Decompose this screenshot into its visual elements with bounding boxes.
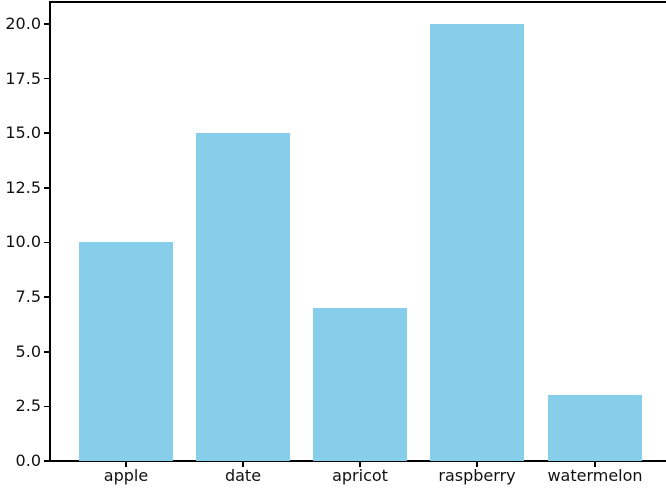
y-tick-label: 12.5 bbox=[5, 177, 41, 197]
y-tick-mark bbox=[44, 460, 49, 462]
x-tick-label: watermelon bbox=[547, 466, 643, 485]
y-tick-label: 17.5 bbox=[5, 68, 41, 88]
y-tick-label: 20.0 bbox=[5, 13, 41, 33]
y-tick-label: 10.0 bbox=[5, 232, 41, 252]
x-tick-label: apricot bbox=[332, 466, 388, 485]
x-tick-label: date bbox=[224, 466, 262, 485]
top-spine bbox=[49, 1, 666, 3]
y-tick-label: 5.0 bbox=[15, 341, 41, 361]
y-tick-label: 0.0 bbox=[15, 451, 41, 470]
y-tick-mark bbox=[44, 241, 49, 244]
x-tick-mark bbox=[594, 461, 596, 467]
bar-apple bbox=[79, 242, 173, 461]
y-tick-mark bbox=[44, 296, 49, 298]
x-tick-mark bbox=[125, 461, 127, 467]
x-tick-label: apple bbox=[103, 466, 149, 485]
y-tick-mark bbox=[44, 23, 49, 25]
bar-apricot bbox=[313, 308, 407, 461]
x-tick-mark bbox=[359, 461, 361, 467]
bar-raspberry bbox=[430, 23, 524, 461]
y-tick-mark bbox=[44, 350, 49, 353]
y-tick-mark bbox=[44, 132, 49, 134]
y-tick-mark bbox=[44, 405, 49, 408]
y-tick-label: 7.5 bbox=[15, 287, 41, 307]
y-tick-mark bbox=[44, 77, 49, 80]
bar-date bbox=[196, 133, 290, 461]
x-tick-label: raspberry bbox=[438, 466, 516, 485]
y-axis-spine bbox=[49, 1, 51, 462]
y-tick-mark bbox=[44, 186, 49, 189]
y-tick-label: 15.0 bbox=[5, 123, 41, 143]
x-tick-mark bbox=[242, 461, 244, 467]
bar-watermelon bbox=[548, 395, 642, 461]
x-tick-mark bbox=[476, 461, 478, 467]
y-tick-label: 2.5 bbox=[15, 396, 41, 416]
